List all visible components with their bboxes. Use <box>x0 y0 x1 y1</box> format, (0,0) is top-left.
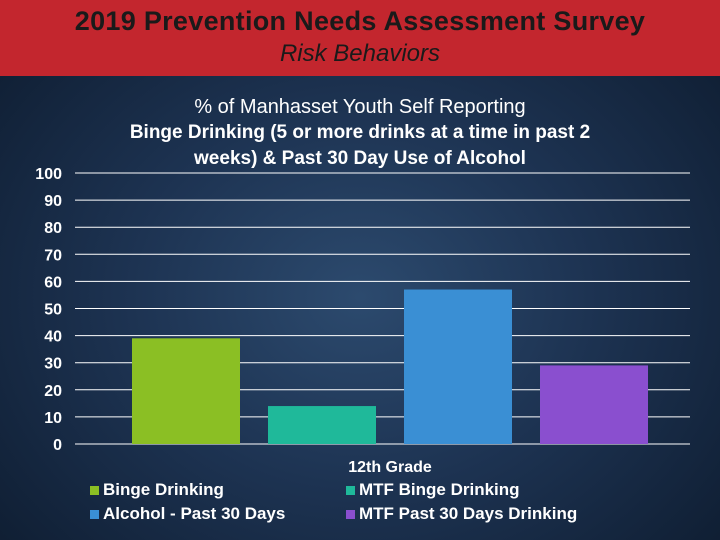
y-tick-label-100: 100 <box>35 166 62 183</box>
bar-binge-drinking <box>132 338 240 444</box>
chart-title-line-3: weeks) & Past 30 Day Use of Alcohol <box>194 148 526 169</box>
y-tick-label-20: 20 <box>44 383 62 400</box>
y-tick-label-40: 40 <box>44 329 62 346</box>
y-tick-label-60: 60 <box>44 274 62 291</box>
y-tick-label-50: 50 <box>44 302 62 319</box>
legend-label: Binge Drinking <box>103 480 224 499</box>
legend-swatch <box>346 510 355 520</box>
legend-label: MTF Binge Drinking <box>359 480 520 499</box>
legend-label: MTF Past 30 Days Drinking <box>359 504 578 523</box>
y-tick-label-90: 90 <box>44 193 62 210</box>
x-category-label: 12th Grade <box>348 459 432 476</box>
y-tick-label-80: 80 <box>44 220 62 237</box>
legend-item-mtf-binge-drinking: MTF Binge Drinking <box>346 480 520 500</box>
slide-subtitle: Risk Behaviors <box>279 40 441 67</box>
chart-title: % of Manhasset Youth Self Reporting Bing… <box>110 94 610 172</box>
slide-header: 2019 Prevention Needs Assessment Survey … <box>0 0 720 76</box>
legend-item-alcohol-past-30-days: Alcohol - Past 30 Days <box>90 504 285 524</box>
y-tick-label-30: 30 <box>44 356 62 373</box>
chart-title-line-1: % of Manhasset Youth Self Reporting <box>194 96 526 118</box>
legend-swatch <box>346 486 355 496</box>
legend-item-binge-drinking: Binge Drinking <box>90 480 224 500</box>
slide-title: 2019 Prevention Needs Assessment Survey <box>74 6 646 36</box>
y-tick-label-0: 0 <box>53 437 62 454</box>
bars <box>132 289 648 444</box>
bar-alcohol-past-30-days <box>404 289 512 444</box>
y-axis-tick-labels: 0 10 20 30 40 50 60 70 80 90 100 <box>35 166 62 454</box>
y-tick-label-70: 70 <box>44 247 62 264</box>
legend-item-mtf-past-30-days-drinking: MTF Past 30 Days Drinking <box>346 504 577 524</box>
legend-swatch <box>90 510 99 520</box>
y-tick-label-10: 10 <box>44 410 62 427</box>
gridlines <box>75 172 690 445</box>
bar-mtf-binge-drinking <box>268 406 376 444</box>
bar-mtf-past-30-days-drinking <box>540 365 648 444</box>
legend-swatch <box>90 486 99 496</box>
chart-title-line-2: Binge Drinking (5 or more drinks at a ti… <box>129 122 591 143</box>
legend-label: Alcohol - Past 30 Days <box>103 504 286 523</box>
